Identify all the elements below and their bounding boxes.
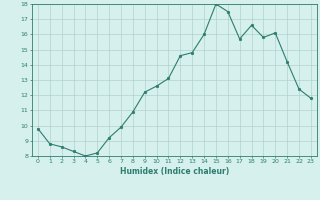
X-axis label: Humidex (Indice chaleur): Humidex (Indice chaleur) <box>120 167 229 176</box>
